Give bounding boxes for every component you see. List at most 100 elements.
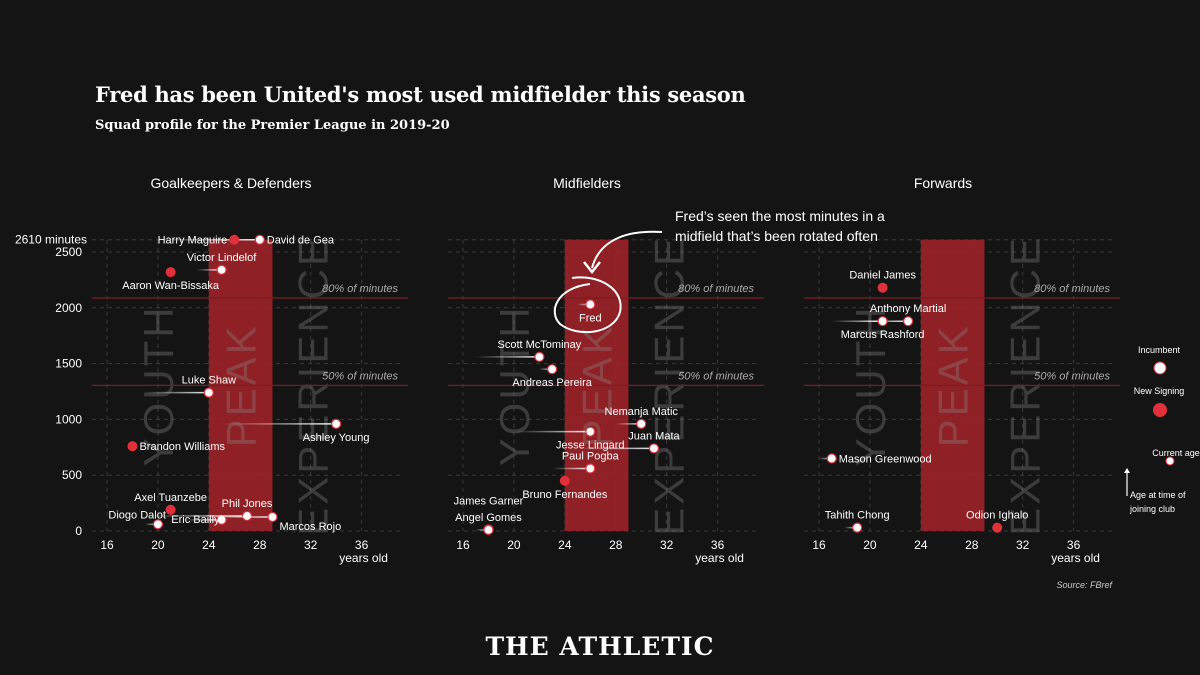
player-label: Brandon Williams [139, 441, 225, 453]
legend-incumbent-marker [1153, 361, 1167, 375]
annotation-circle [553, 276, 622, 334]
threshold-label: 80% of minutes [1034, 283, 1110, 295]
incumbent-point [203, 387, 214, 398]
incumbent-point [585, 426, 596, 437]
threshold-label: 80% of minutes [322, 283, 398, 295]
new-signing-point [127, 441, 138, 452]
player-marker-group: Andreas Pereira [512, 364, 593, 389]
player-marker-group: Phil Jones [145, 498, 273, 522]
player-label: David de Gea [267, 235, 335, 247]
legend-new-signing-marker [1153, 403, 1167, 417]
legend: Incumbent New Signing Current age Age at… [1124, 345, 1200, 514]
x-tick-label: 20 [507, 538, 521, 552]
player-marker-group: Harry Maguire [158, 234, 240, 247]
player-label: Tahith Chong [825, 510, 890, 522]
player-marker-group: Brandon Williams [127, 441, 226, 453]
incumbent-point [331, 418, 342, 429]
incumbent-point [483, 524, 494, 535]
player-label: Luke Shaw [182, 375, 236, 387]
incumbent-point [636, 418, 647, 429]
y-max-label: 2610 minutes [15, 233, 87, 247]
legend-arrowhead-icon [1124, 468, 1130, 473]
player-label: Andreas Pereira [512, 377, 592, 389]
x-axis-label: years old [339, 551, 388, 565]
player-marker-group: Marcus Rashford [831, 316, 925, 341]
legend-current-age-label: Current age [1152, 448, 1200, 458]
player-label: Ashley Young [303, 432, 370, 444]
player-label: Scott McTominay [498, 339, 582, 351]
player-marker-group: Luke Shaw [145, 375, 236, 398]
x-tick-label: 28 [253, 538, 267, 552]
player-marker-group: Odion Ighalo [966, 510, 1028, 533]
player-marker-group: Diogo Dalot [108, 509, 166, 530]
x-tick-label: 24 [202, 538, 216, 552]
incumbent-point [152, 519, 164, 530]
x-tick-label: 28 [609, 538, 623, 552]
new-signing-point [992, 522, 1003, 533]
panel-title: Goalkeepers & Defenders [150, 175, 311, 191]
x-tick-label: 32 [304, 538, 318, 552]
player-marker-group: Scott McTominay [475, 339, 582, 363]
incumbent-point [585, 463, 596, 474]
new-signing-point [165, 267, 176, 278]
x-tick-label: 16 [456, 538, 470, 552]
legend-join-age-line-1: Age at time of [1130, 490, 1186, 500]
annotation-line-1: Fred’s seen the most minutes in a [675, 208, 885, 224]
annotation-arrow [591, 230, 663, 269]
player-marker-group: Nemanja Matic [605, 406, 678, 429]
player-label: Paul Pogba [562, 451, 620, 463]
player-marker-group: Mason Greenwood [818, 453, 932, 465]
x-tick-label: 20 [151, 538, 165, 552]
x-axis-label: years old [1051, 551, 1100, 565]
player-marker-group: Victor Lindelof [187, 252, 257, 275]
incumbent-point [648, 443, 660, 454]
player-label: Mason Greenwood [839, 453, 932, 465]
incumbent-point [852, 522, 863, 533]
player-marker-group: Angel Gomes [455, 512, 522, 535]
legend-current-age-marker [1165, 456, 1175, 466]
x-tick-label: 36 [1067, 538, 1081, 552]
incumbent-point [547, 364, 558, 375]
player-marker-group: Fred [577, 299, 602, 324]
player-marker-group: Aaron Wan-Bissaka [122, 267, 220, 292]
y-tick-label: 1000 [55, 412, 82, 426]
player-marker-group: Tahith Chong [825, 510, 890, 533]
player-marker-group: Marcos Rojo [208, 511, 341, 533]
player-label: Juan Mata [628, 430, 680, 442]
x-tick-label: 16 [100, 538, 114, 552]
incumbent-point [534, 351, 545, 363]
player-label: James Garner [454, 495, 524, 507]
y-tick-label: 500 [62, 468, 82, 482]
source-note: Source: FBref [1056, 580, 1113, 590]
player-label: Phil Jones [222, 498, 273, 510]
annotation-arrowhead-icon [583, 261, 601, 275]
x-axis-label: years old [695, 551, 744, 565]
new-signing-point [877, 282, 888, 293]
player-marker-group: Bruno Fernandes [522, 475, 608, 501]
annotation-line-2: midfield that’s been rotated often [675, 228, 878, 244]
x-tick-label: 24 [914, 538, 928, 552]
player-label: Bruno Fernandes [522, 489, 607, 501]
incumbent-point [826, 453, 837, 464]
x-tick-label: 20 [863, 538, 877, 552]
player-label: Daniel James [849, 270, 916, 282]
threshold-label: 50% of minutes [322, 370, 398, 382]
player-label: Odion Ighalo [966, 510, 1028, 522]
x-tick-label: 32 [1016, 538, 1030, 552]
incumbent-point [216, 264, 227, 275]
legend-join-age-line-2: joining club [1129, 504, 1175, 514]
player-marker-group: Paul Pogba [552, 451, 620, 474]
x-tick-label: 32 [660, 538, 674, 552]
fred-annotation: Fred’s seen the most minutes in a midfie… [553, 208, 885, 334]
y-tick-label: 0 [75, 524, 82, 538]
x-tick-label: 36 [355, 538, 369, 552]
legend-new-signing-label: New Signing [1134, 386, 1185, 396]
threshold-label: 50% of minutes [1034, 370, 1110, 382]
incumbent-point [903, 316, 914, 327]
player-label: Fred [579, 312, 602, 324]
panel-title: Forwards [914, 175, 972, 191]
player-label: Anthony Martial [870, 303, 946, 315]
